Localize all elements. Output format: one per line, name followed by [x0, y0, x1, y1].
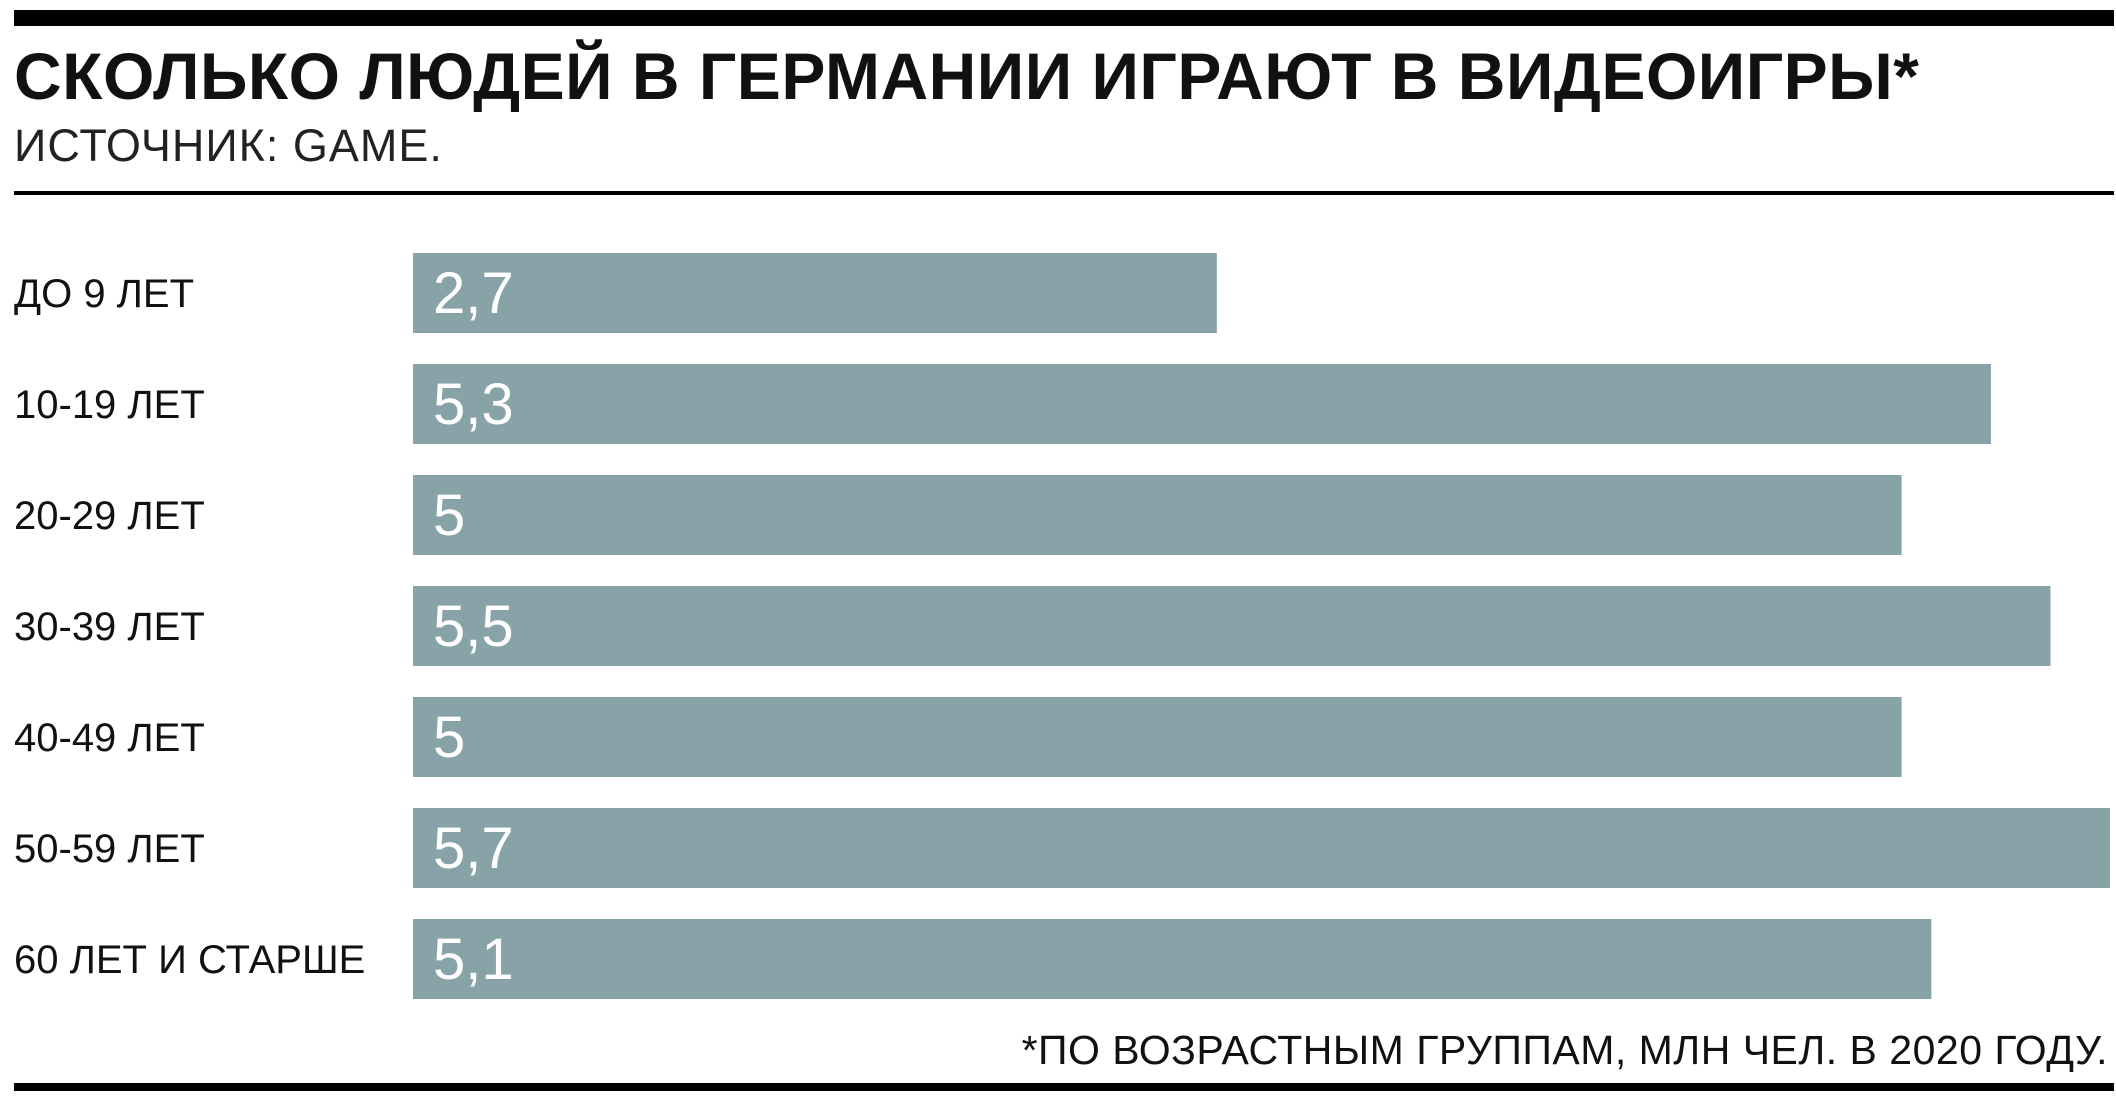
category-label: 10-19 ЛЕТ	[14, 383, 205, 427]
bar-value-label: 5,1	[433, 927, 514, 992]
chart-title: СКОЛЬКО ЛЮДЕЙ В ГЕРМАНИИ ИГРАЮТ В ВИДЕОИ…	[14, 39, 1920, 113]
chart-footnote: *ПО ВОЗРАСТНЫМ ГРУППАМ, МЛН ЧЕЛ. В 2020 …	[1021, 1027, 2108, 1073]
top-rule	[14, 10, 2114, 26]
category-label: ДО 9 ЛЕТ	[14, 272, 194, 316]
category-label: 60 ЛЕТ И СТАРШЕ	[14, 938, 365, 982]
bar	[413, 808, 2110, 888]
bar	[413, 475, 1902, 555]
bottom-rule	[14, 1083, 2114, 1091]
bar	[413, 253, 1217, 333]
bar-value-label: 2,7	[433, 261, 514, 326]
category-label: 30-39 ЛЕТ	[14, 605, 205, 649]
bar-value-label: 5,7	[433, 816, 514, 881]
bar	[413, 364, 1991, 444]
category-label: 20-29 ЛЕТ	[14, 494, 205, 538]
category-label: 50-59 ЛЕТ	[14, 827, 205, 871]
bar-value-label: 5	[433, 705, 465, 770]
category-label: 40-49 ЛЕТ	[14, 716, 205, 760]
bar-value-label: 5,5	[433, 594, 514, 659]
bar	[413, 697, 1902, 777]
bar	[413, 586, 2051, 666]
bar	[413, 919, 1932, 999]
bar-value-label: 5	[433, 483, 465, 548]
bar-value-label: 5,3	[433, 372, 514, 437]
chart-source: ИСТОЧНИК: GAME.	[14, 120, 443, 171]
header-divider	[14, 191, 2114, 195]
